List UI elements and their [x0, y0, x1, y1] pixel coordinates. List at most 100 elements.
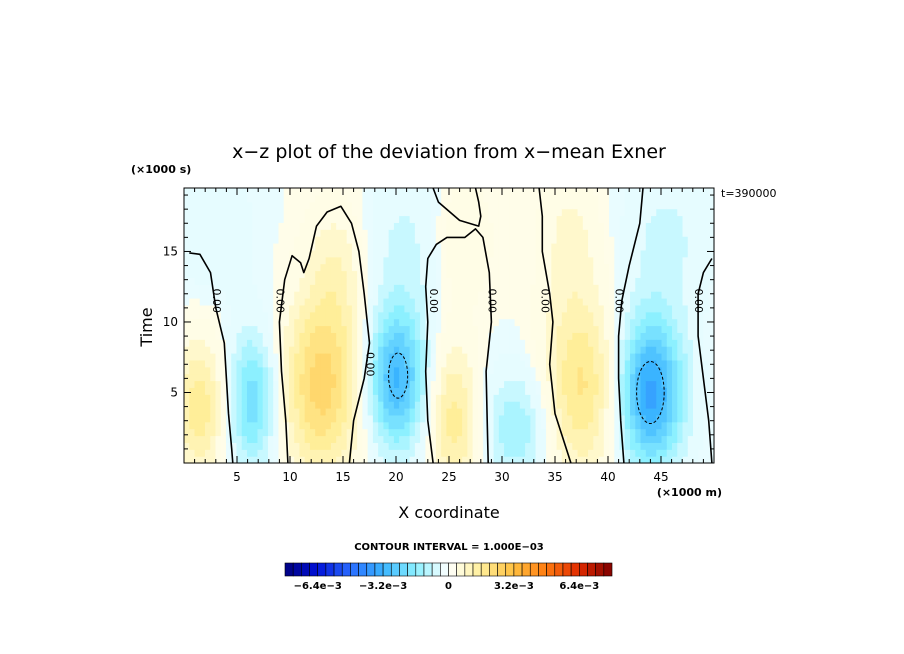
- field-cell: [246, 387, 253, 395]
- field-cell: [693, 249, 699, 258]
- field-cell: [488, 380, 495, 388]
- field-cell: [535, 222, 542, 230]
- field-cell: [551, 339, 558, 347]
- field-cell: [341, 346, 348, 354]
- field-cell: [288, 188, 295, 196]
- field-cell: [304, 236, 311, 244]
- field-cell: [462, 194, 468, 203]
- field-cell: [309, 435, 316, 443]
- field-cell: [241, 373, 248, 382]
- field-cell: [535, 201, 542, 210]
- field-cell: [351, 284, 358, 292]
- field-cell: [236, 284, 243, 292]
- field-cell: [593, 291, 600, 299]
- field-cell: [420, 380, 426, 388]
- field-cell: [698, 346, 705, 354]
- field-cell: [572, 387, 579, 395]
- field-cell: [530, 222, 537, 230]
- field-cell: [199, 401, 206, 409]
- field-cell: [215, 249, 222, 258]
- field-cell: [189, 428, 196, 437]
- field-cell: [184, 304, 190, 313]
- field-cell: [572, 408, 579, 416]
- field-cell: [603, 201, 610, 210]
- zero-contour-line: [424, 228, 493, 464]
- field-cell: [325, 201, 332, 210]
- field-cell: [593, 421, 600, 430]
- field-cell: [477, 263, 484, 272]
- field-cell: [677, 291, 684, 299]
- field-cell: [614, 380, 621, 388]
- field-cell: [603, 304, 610, 313]
- field-cell: [420, 442, 426, 450]
- field-cell: [309, 442, 316, 450]
- field-cell: [519, 291, 526, 299]
- field-cell: [619, 366, 626, 375]
- field-cell: [288, 201, 295, 210]
- field-cell: [246, 359, 253, 368]
- field-cell: [467, 359, 474, 368]
- field-cell: [656, 339, 663, 347]
- field-cell: [231, 325, 238, 333]
- field-cell: [598, 435, 605, 443]
- field-cell: [577, 401, 584, 409]
- field-cell: [184, 380, 190, 388]
- field-cell: [656, 325, 663, 333]
- field-cell: [225, 359, 232, 368]
- field-cell: [467, 194, 474, 203]
- field-cell: [483, 421, 489, 430]
- field-cell: [703, 188, 710, 196]
- field-cell: [609, 456, 615, 464]
- field-cell: [577, 456, 584, 464]
- field-cell: [241, 298, 248, 306]
- field-cell: [220, 194, 227, 203]
- field-cell: [462, 229, 468, 237]
- field-cell: [299, 229, 306, 237]
- field-cell: [567, 236, 573, 244]
- field-cell: [341, 435, 348, 443]
- field-cell: [666, 449, 673, 457]
- contour-label: 0.00: [427, 289, 440, 314]
- field-cell: [661, 201, 668, 210]
- field-cell: [572, 194, 579, 203]
- field-cell: [677, 442, 684, 450]
- field-cell: [556, 380, 563, 388]
- field-cell: [703, 339, 710, 347]
- field-cell: [593, 304, 600, 313]
- field-cell: [420, 408, 426, 416]
- field-cell: [467, 256, 474, 265]
- field-cell: [651, 284, 657, 292]
- field-cell: [304, 215, 311, 223]
- field-cell: [378, 421, 385, 430]
- field-cell: [498, 243, 505, 251]
- field-cell: [262, 325, 269, 333]
- field-cell: [241, 291, 248, 299]
- field-cell: [467, 387, 474, 395]
- field-cell: [231, 201, 238, 210]
- field-cell: [467, 270, 474, 278]
- field-cell: [577, 263, 584, 272]
- field-cell: [414, 236, 421, 244]
- field-cell: [561, 428, 568, 437]
- field-cell: [488, 346, 495, 354]
- field-cell: [561, 353, 568, 361]
- field-cell: [315, 332, 322, 340]
- field-cell: [330, 366, 337, 375]
- field-cell: [614, 304, 621, 313]
- field-cell: [367, 298, 374, 306]
- field-cell: [441, 222, 447, 230]
- field-cell: [304, 449, 311, 457]
- field-cell: [477, 414, 484, 423]
- field-cell: [504, 346, 510, 354]
- field-cell: [661, 373, 668, 382]
- field-cell: [241, 284, 248, 292]
- field-cell: [393, 256, 400, 265]
- field-cell: [477, 442, 484, 450]
- field-cell: [346, 359, 353, 368]
- field-cell: [635, 215, 642, 223]
- field-cell: [488, 263, 495, 272]
- field-cell: [572, 449, 579, 457]
- field-cell: [184, 339, 190, 347]
- field-cell: [341, 366, 348, 375]
- field-cell: [246, 428, 253, 437]
